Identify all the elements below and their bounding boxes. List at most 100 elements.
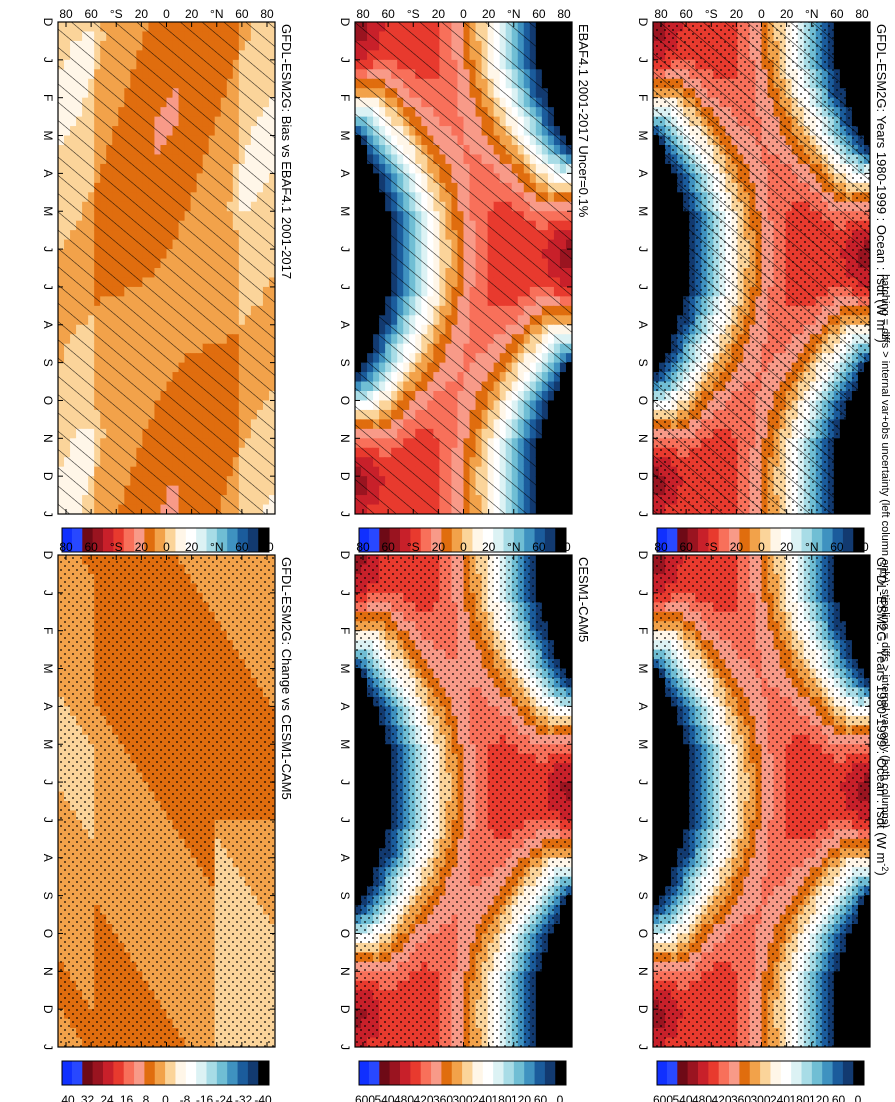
- colorbar-label: 600: [653, 1093, 673, 1102]
- colorbar-swatch: [739, 1061, 751, 1085]
- colorbar-swatch: [656, 528, 668, 552]
- colorbar-swatch: [853, 528, 864, 552]
- x-tick-label: D: [636, 551, 650, 560]
- colorbar-swatch: [698, 528, 709, 552]
- y-tick-label: 60: [679, 7, 693, 21]
- colorbar-swatch: [853, 1061, 864, 1085]
- colorbar-swatch: [811, 1061, 823, 1085]
- colorbar-swatch: [842, 528, 854, 552]
- colorbar-swatch: [791, 528, 802, 552]
- colorbar-swatch: [708, 1061, 720, 1085]
- colorbar-label: 120: [809, 1093, 829, 1102]
- y-tick-label: 0: [758, 7, 765, 21]
- colorbar-swatch: [749, 1061, 761, 1085]
- title-superscript: -2: [880, 330, 890, 338]
- colorbar-swatch: [760, 1061, 771, 1085]
- panel-p3: EBAF4.1 2001-2017 Uncer=0.1%DJFMAMJJASON…: [338, 7, 591, 574]
- x-tick-label: O: [636, 929, 650, 938]
- x-tick-label: M: [636, 131, 650, 141]
- y-tick-label: 20: [730, 540, 744, 554]
- x-tick-label: A: [636, 321, 650, 329]
- colorbar-label: 180: [789, 1093, 809, 1102]
- panels-group: GFDL-ESM2G: Years 1980-1999 : Ocean : rs…: [41, 7, 890, 1102]
- x-tick-label: J: [636, 284, 650, 290]
- colorbar-label: 0: [855, 1093, 862, 1102]
- x-tick-label: A: [636, 169, 650, 177]
- colorbar-swatch: [780, 1061, 792, 1085]
- colorbar-label: 420: [711, 1093, 731, 1102]
- x-tick-label: D: [636, 1005, 650, 1014]
- x-tick-label: F: [636, 627, 650, 634]
- colorbar-swatch: [729, 1061, 740, 1085]
- y-tick-label: 20: [780, 540, 794, 554]
- colorbar-swatch: [801, 1061, 813, 1085]
- y-tick-label: 0: [758, 540, 765, 554]
- colorbar-swatch: [832, 528, 844, 552]
- x-tick-label: J: [636, 779, 650, 785]
- x-tick-label: J: [636, 246, 650, 252]
- y-tick-label: 80: [855, 7, 869, 21]
- panel-title: GFDL-ESM2G: Years 1980-1999 : Ocean : rs…: [874, 557, 890, 876]
- panel-p1: GFDL-ESM2G: Years 1980-1999 : Ocean : rs…: [636, 7, 890, 574]
- colorbar-swatch: [656, 1061, 668, 1085]
- colorbar-swatch: [677, 528, 689, 552]
- y-tick-label: 60: [830, 540, 844, 554]
- colorbar-label: 480: [692, 1093, 712, 1102]
- y-tick-label: 60: [830, 7, 844, 21]
- colorbar-label: 300: [750, 1093, 770, 1102]
- colorbar-swatch: [842, 1061, 854, 1085]
- y-tick-label: 80: [654, 7, 668, 21]
- x-tick-label: S: [636, 892, 650, 900]
- y-tick-label: 60: [679, 540, 693, 554]
- x-tick-label: A: [636, 854, 650, 862]
- x-tick-label: O: [636, 396, 650, 405]
- x-tick-label: M: [636, 664, 650, 674]
- x-tick-label: A: [636, 702, 650, 710]
- colorbar-swatch: [718, 1061, 730, 1085]
- colorbar-label: 360: [731, 1093, 751, 1102]
- x-tick-label: J: [636, 590, 650, 596]
- x-tick-label: J: [636, 57, 650, 63]
- colorbar-swatch: [666, 1061, 678, 1085]
- colorbar-swatch: [687, 528, 699, 552]
- colorbar-swatch: [770, 1061, 782, 1085]
- colorbar-swatch: [739, 528, 751, 552]
- y-tick-label: 80: [855, 540, 869, 554]
- x-tick-label: J: [636, 511, 650, 517]
- colorbar-swatch: [666, 528, 678, 552]
- x-tick-label: J: [636, 817, 650, 823]
- colorbar-swatch: [791, 1061, 802, 1085]
- colorbar-swatch: [780, 528, 792, 552]
- colorbar-swatch: [698, 1061, 709, 1085]
- colorbar-frame: [656, 527, 865, 553]
- title-close: ): [874, 338, 889, 342]
- colorbar-swatch: [760, 528, 771, 552]
- colorbar-swatch: [770, 528, 782, 552]
- x-tick-label: D: [636, 18, 650, 27]
- y-tick-label: °S: [705, 7, 718, 21]
- colorbar-label: 240: [770, 1093, 790, 1102]
- panel-title: GFDL-ESM2G: Years 1980-1999 : Ocean : rs…: [874, 24, 890, 343]
- colorbar-swatch: [822, 1061, 833, 1085]
- x-tick-label: M: [636, 206, 650, 216]
- x-tick-label: D: [636, 472, 650, 481]
- stippling-overlay: [653, 555, 870, 1047]
- panel-p2: GFDL-ESM2G: Years 1980-1999 : Ocean : rs…: [636, 540, 890, 1102]
- colorbar-swatch: [822, 528, 833, 552]
- x-tick-label: S: [636, 359, 650, 367]
- x-tick-label: N: [636, 967, 650, 976]
- title-superscript: -2: [880, 863, 890, 871]
- colorbar-swatch: [718, 528, 730, 552]
- y-tick-label: °N: [805, 540, 818, 554]
- colorbar-swatch: [729, 528, 740, 552]
- y-tick-label: 20: [780, 7, 794, 21]
- y-tick-label: °S: [705, 540, 718, 554]
- x-tick-label: M: [636, 739, 650, 749]
- colorbar-swatch: [801, 528, 813, 552]
- y-tick-label: 80: [654, 540, 668, 554]
- colorbar-swatch: [749, 528, 761, 552]
- y-tick-label: 20: [730, 7, 744, 21]
- colorbar-swatch: [677, 1061, 689, 1085]
